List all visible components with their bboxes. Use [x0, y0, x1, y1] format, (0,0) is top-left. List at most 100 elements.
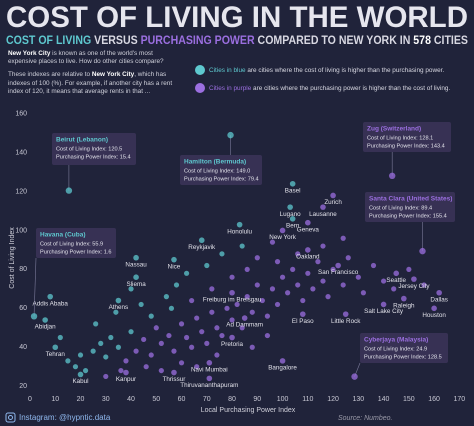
city-label: Nassau — [125, 261, 147, 268]
city-point — [108, 334, 114, 341]
city-point — [381, 278, 387, 284]
city-point — [290, 266, 296, 273]
city-label: Pretoria — [221, 341, 244, 348]
city-point — [214, 352, 220, 358]
city-label: Navi Mumbai — [191, 366, 228, 373]
legend-marker — [195, 65, 205, 75]
city-point — [133, 254, 139, 261]
city-point — [330, 192, 336, 199]
city-point — [171, 256, 177, 263]
city-point — [115, 297, 122, 304]
y-axis-label: Cost of Living Index — [9, 227, 16, 289]
subtitle-part: VERSUS — [91, 33, 140, 47]
x-tick-label: 140 — [378, 396, 390, 403]
city-label: Nice — [168, 263, 181, 270]
city-point — [436, 289, 442, 296]
city-point — [401, 295, 407, 302]
callout-line: Cost of Living Index: 120.5 — [56, 146, 122, 152]
city-label: Ad Dammam — [226, 322, 263, 329]
city-point — [171, 348, 177, 354]
callout-title: Havana (Cuba) — [40, 232, 86, 239]
city-point — [370, 262, 377, 269]
legend-text: Cities in blue are cities where the cost… — [209, 67, 444, 74]
city-label: Kanpur — [116, 376, 136, 383]
city-point — [229, 274, 235, 280]
callout-point — [388, 172, 396, 180]
city-label: San Francisco — [318, 269, 359, 276]
city-point — [148, 352, 154, 358]
city-label: Thiruvananthapuram — [180, 382, 238, 389]
y-tick-label: 160 — [15, 111, 27, 118]
city-point — [153, 325, 159, 331]
callout-connector — [33, 257, 37, 317]
city-point — [299, 311, 306, 317]
callout-title: Zug (Switzerland) — [367, 126, 421, 133]
city-point — [391, 286, 397, 292]
city-point — [42, 317, 48, 323]
x-tick-label: 120 — [327, 396, 339, 403]
city-point — [141, 336, 147, 343]
callout-line: Purchasing Power Index: 155.4 — [369, 213, 447, 219]
city-point — [47, 293, 54, 300]
city-point — [320, 243, 326, 249]
city-point — [90, 348, 96, 354]
city-label: Bangalore — [268, 365, 297, 372]
x-tick-label: 170 — [454, 396, 466, 403]
callout-line: Purchasing Power Index: 1.6 — [40, 249, 112, 255]
intro-text: New York City — [91, 71, 135, 79]
callout-box — [360, 333, 448, 363]
intro-text: New York City — [8, 50, 51, 57]
city-point — [206, 375, 213, 382]
callout-box — [52, 133, 136, 165]
city-point — [249, 309, 255, 315]
city-label: El Paso — [292, 318, 314, 325]
city-point — [249, 344, 255, 350]
city-point — [98, 340, 104, 346]
city-point — [198, 237, 205, 244]
callout-point — [227, 131, 234, 139]
city-point — [148, 313, 154, 319]
intro-paragraph: These indexes are relative to New York C… — [8, 71, 180, 96]
city-point — [239, 325, 245, 331]
callout-box — [180, 155, 262, 185]
x-tick-label: 40 — [127, 396, 135, 403]
city-point — [325, 294, 331, 300]
city-point — [123, 369, 129, 376]
city-label: Bern — [286, 222, 300, 229]
city-point — [199, 329, 205, 335]
city-point — [411, 276, 417, 282]
city-point — [340, 282, 346, 288]
city-point — [320, 204, 326, 210]
city-point — [229, 334, 235, 341]
x-tick-label: 70 — [203, 396, 211, 403]
city-point — [209, 309, 215, 315]
city-point — [72, 364, 79, 370]
callout-line: Cost of Living Index: 128.1 — [367, 135, 433, 141]
callout-box — [363, 122, 451, 152]
legend-part: Cities in blue — [209, 67, 246, 74]
callout-point — [419, 247, 426, 255]
y-tick-label: 80 — [19, 266, 27, 273]
city-point — [206, 360, 213, 366]
subtitle: COST OF LIVING VERSUS PURCHASING POWER C… — [6, 33, 468, 47]
city-point — [239, 243, 245, 249]
city-point — [128, 286, 134, 292]
x-tick-label: 10 — [51, 396, 59, 403]
x-tick-label: 20 — [77, 396, 85, 403]
city-point — [236, 221, 243, 228]
city-point — [77, 352, 84, 358]
city-label: Oakland — [296, 254, 320, 261]
city-point — [93, 321, 99, 327]
city-point — [224, 305, 230, 311]
city-label: Little Rock — [331, 318, 361, 325]
city-point — [194, 315, 200, 321]
city-label: Raleigh — [393, 302, 415, 309]
city-point — [345, 255, 351, 261]
city-label: Addis Ababa — [33, 300, 69, 307]
callout-point — [351, 373, 358, 380]
callout-title: Santa Clara (United States) — [369, 196, 452, 203]
legend-part: are cities where the purchasing power is… — [251, 85, 450, 92]
intro-text: These indexes are relative to — [8, 71, 92, 79]
city-point — [241, 315, 248, 321]
x-tick-label: 50 — [152, 396, 160, 403]
